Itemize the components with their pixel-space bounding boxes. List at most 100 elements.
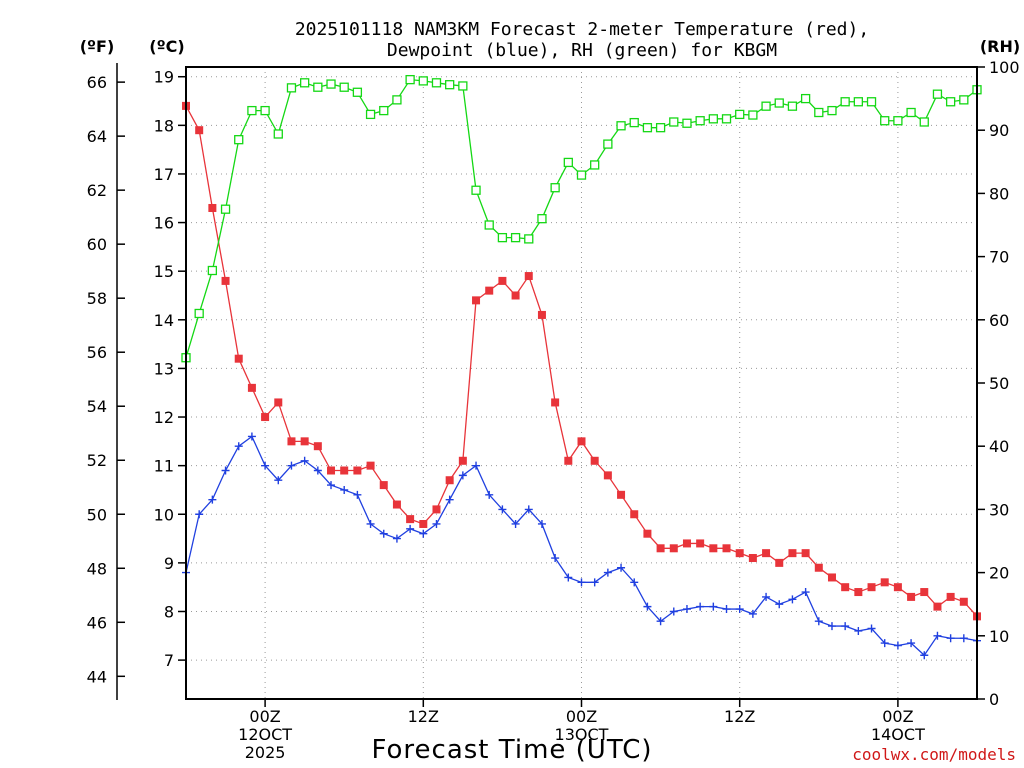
rh-tick-label: 90 <box>989 121 1009 140</box>
rh-point <box>563 157 573 168</box>
rh-point <box>708 114 718 124</box>
temperature-point <box>696 539 705 548</box>
celsius-tick-label: 14 <box>154 311 174 330</box>
temperature-point <box>234 354 243 363</box>
dewpoint-point <box>867 624 876 633</box>
temperature-point <box>406 515 415 524</box>
fahrenheit-tick-label: 50 <box>87 505 107 524</box>
dewpoint-point <box>524 505 533 514</box>
rh-point <box>800 93 811 104</box>
time-tick-label: 2025 <box>245 743 286 762</box>
temperature-series <box>182 101 981 621</box>
dewpoint-point <box>511 519 520 528</box>
rh-point <box>629 117 639 128</box>
rh-point <box>669 117 679 127</box>
temperature-point <box>669 544 678 553</box>
temperature-point <box>682 539 691 548</box>
temperature-point <box>419 519 428 528</box>
rh-tick-label: 20 <box>989 564 1009 583</box>
dewpoint-point <box>313 466 322 475</box>
dewpoint-point <box>907 639 916 648</box>
rh-point <box>365 109 376 120</box>
dewpoint-point <box>893 641 902 650</box>
time-tick-label: 13OCT <box>555 725 609 744</box>
rh-point <box>655 123 666 133</box>
fahrenheit-tick-label: 56 <box>87 343 107 362</box>
dewpoint-point <box>366 519 375 528</box>
temperature-point <box>537 310 546 319</box>
temperature-point <box>340 466 349 475</box>
rh-point <box>814 107 824 118</box>
celsius-tick-label: 11 <box>154 457 174 476</box>
fahrenheit-tick-label: 64 <box>87 127 107 146</box>
dewpoint-point <box>696 602 705 611</box>
rh-point <box>774 98 784 108</box>
celsius-tick-label: 15 <box>154 262 174 281</box>
dewpoint-point <box>379 529 388 538</box>
dewpoint-point <box>327 481 336 490</box>
time-tick-label: 00Z <box>882 707 913 726</box>
rh-point <box>484 220 494 230</box>
dewpoint-point <box>709 602 718 611</box>
temperature-point <box>327 466 336 475</box>
dewpoint-point <box>208 495 217 504</box>
rh-point <box>590 160 600 170</box>
temperature-point <box>643 529 652 538</box>
rh-point <box>537 214 547 224</box>
dewpoint-point <box>590 578 599 587</box>
dewpoint-point <box>669 607 678 616</box>
temperature-point <box>748 554 757 563</box>
temperature-point <box>867 583 876 592</box>
celsius-tick-label: 19 <box>154 68 174 87</box>
temperature-point <box>392 500 401 509</box>
dewpoint-point <box>498 505 507 514</box>
dewpoint-point <box>933 631 942 640</box>
celsius-tick-label: 8 <box>164 602 174 621</box>
temperature-point <box>709 544 718 553</box>
rh-point <box>286 83 297 93</box>
rh-point <box>550 183 560 193</box>
rh-point <box>735 109 745 120</box>
rh-point <box>721 114 732 124</box>
celsius-axis-ticks: 7 8 9 10 11 12 13 14 15 16 17 18 19 <box>154 68 186 670</box>
grid-lines <box>186 67 977 699</box>
dewpoint-point <box>353 490 362 499</box>
dewpoint-point <box>406 524 415 533</box>
rh-point <box>906 107 916 118</box>
rh-point <box>471 185 481 195</box>
rh-point <box>326 79 336 89</box>
fahrenheit-tick-label: 48 <box>87 559 107 578</box>
rh-point <box>458 81 468 91</box>
rh-point <box>893 116 903 126</box>
dewpoint-point <box>735 605 744 614</box>
temperature-point <box>946 592 955 601</box>
temperature-point <box>656 544 665 553</box>
dewpoint-point <box>221 466 230 475</box>
rh-point <box>247 105 257 116</box>
temperature-point <box>287 437 296 446</box>
temperature-point <box>247 383 256 392</box>
rh-point <box>273 129 283 139</box>
temperature-point <box>313 442 322 451</box>
dewpoint-point <box>841 622 850 631</box>
dewpoint-point <box>300 456 309 465</box>
rh-point <box>510 232 521 243</box>
fahrenheit-tick-label: 60 <box>87 235 107 254</box>
rh-point <box>642 123 653 133</box>
dewpoint-point <box>854 626 863 635</box>
temperature-point <box>814 563 823 572</box>
temperature-point <box>933 602 942 611</box>
rh-point <box>695 116 705 126</box>
celsius-tick-label: 18 <box>154 116 174 135</box>
dewpoint-point <box>472 461 481 470</box>
temperature-point <box>841 583 850 592</box>
temperature-point <box>458 456 467 465</box>
dewpoint-point <box>880 639 889 648</box>
rh-point <box>299 78 310 88</box>
rh-point <box>787 101 798 111</box>
temperature-point <box>432 505 441 514</box>
x-axis-label: Forecast Time (UTC) <box>371 735 652 765</box>
fahrenheit-tick-label: 46 <box>87 613 107 632</box>
